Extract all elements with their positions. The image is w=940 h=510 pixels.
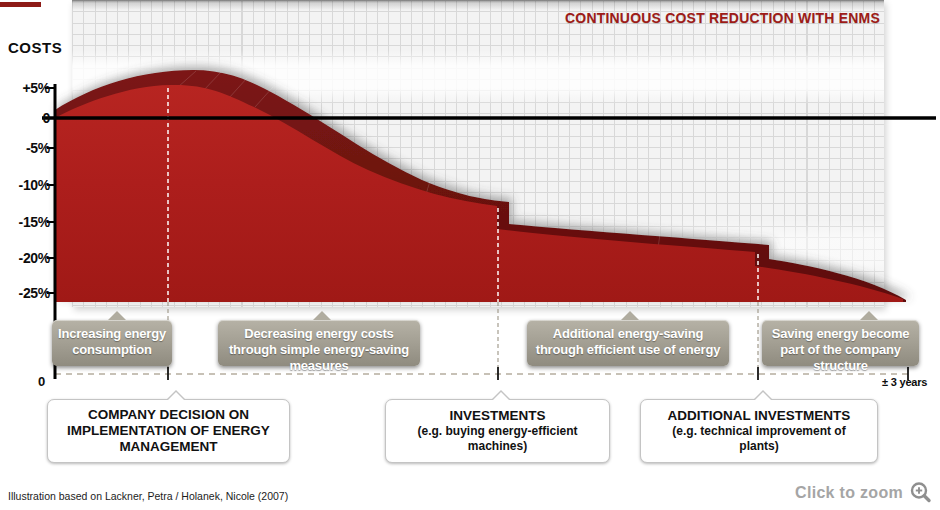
y-tick-m20: -20% (2, 250, 50, 266)
chart-title: CONTINUOUS COST REDUCTION WITH ENMS (500, 10, 880, 26)
y-tick-plus5: +5% (2, 80, 50, 96)
attribution-text: Illustration based on Lackner, Petra / H… (8, 490, 288, 502)
y-tick-m15: -15% (2, 214, 50, 230)
y-axis-title: COSTS (8, 39, 62, 56)
milestone-investments: INVESTMENTS (e.g. buying energy-efficien… (385, 399, 610, 463)
milestone-tail-up-icon (753, 390, 773, 400)
grid-paper-background (72, 0, 884, 307)
callout-tail-up-icon (108, 311, 126, 320)
milestone-additional-investments: ADDITIONAL INVESTMENTS (e.g. technical i… (640, 399, 878, 463)
callout-text: Additional energy-saving through efficie… (536, 326, 720, 357)
y-tick-m25: -25% (2, 285, 50, 301)
callout-additional-saving: Additional energy-saving through efficie… (527, 320, 729, 366)
callout-text: Decreasing energy costs through simple e… (229, 326, 409, 373)
milestone-company-decision: COMPANY DECISION ON IMPLEMENTATION OF EN… (47, 399, 290, 463)
milestone-title: ADDITIONAL INVESTMENTS (651, 408, 867, 424)
callout-tail-up-icon (313, 311, 331, 320)
magnifier-plus-icon[interactable] (909, 481, 932, 504)
callout-tail-up-icon (860, 311, 878, 320)
callout-text: Increasing energy consumption (58, 326, 166, 357)
callout-company-structure: Saving energy become part of the company… (762, 320, 919, 366)
top-left-red-sliver (0, 2, 41, 7)
milestone-tail-up-icon (491, 390, 511, 400)
y-tick-0: 0 (2, 110, 50, 126)
milestone-subtitle: (e.g. buying energy-efficient machines) (396, 424, 599, 454)
y-tick-m10: -10% (2, 177, 50, 193)
milestone-subtitle: (e.g. technical improvement of plants) (651, 424, 867, 454)
milestone-title: INVESTMENTS (396, 408, 599, 424)
callout-increasing-consumption: Increasing energy consumption (52, 320, 172, 366)
x-axis-ticks (168, 367, 908, 380)
callout-text: Saving energy become part of the company… (772, 326, 910, 373)
callout-decreasing-costs: Decreasing energy costs through simple e… (218, 320, 420, 366)
click-to-zoom-label[interactable]: Click to zoom (795, 484, 903, 502)
milestone-title: COMPANY DECISION ON IMPLEMENTATION OF EN… (58, 407, 279, 455)
x-axis-end-label: ± 3 years (882, 376, 927, 388)
y-tick-m5: -5% (2, 140, 50, 156)
click-to-zoom-button[interactable]: Click to zoom (795, 481, 932, 504)
x-axis-origin-label: 0 (38, 374, 45, 389)
callout-tail-up-icon (621, 311, 639, 320)
page: CONTINUOUS COST REDUCTION WITH ENMS COST… (0, 0, 940, 510)
milestone-tail-up-icon (166, 390, 186, 400)
